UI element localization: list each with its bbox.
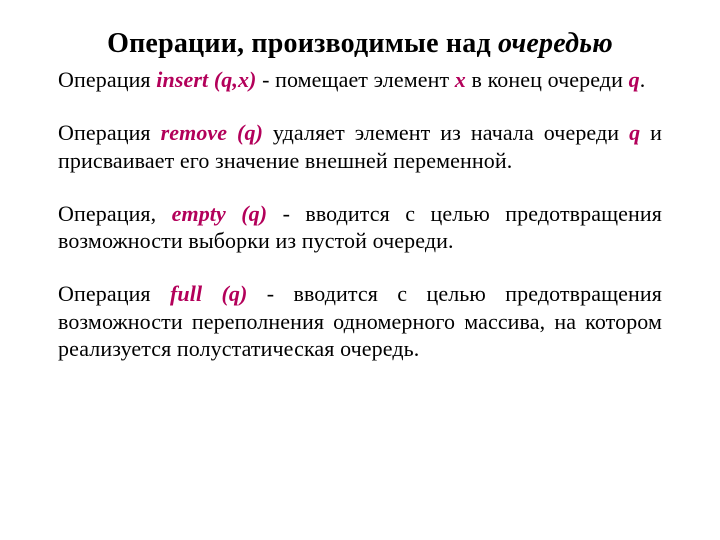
title-text: Операции, производимые над bbox=[107, 28, 498, 59]
text: Операция bbox=[58, 120, 161, 145]
text: Операция bbox=[58, 281, 170, 306]
slide: Операции, производимые над очередью Опер… bbox=[0, 0, 720, 540]
keyword-remove: remove (q) bbox=[161, 120, 263, 145]
paragraph-empty: Операция, empty (q) - вводится с целью п… bbox=[58, 200, 662, 255]
keyword-empty: empty (q) bbox=[172, 201, 268, 226]
text: - помещает элемент bbox=[256, 67, 454, 92]
var-q: q bbox=[629, 120, 640, 145]
text: Операция bbox=[58, 67, 156, 92]
var-q: q bbox=[629, 67, 640, 92]
keyword-full: full (q) bbox=[170, 281, 247, 306]
keyword-insert: insert (q,x) bbox=[156, 67, 256, 92]
paragraph-full: Операция full (q) - вводится с целью пре… bbox=[58, 280, 662, 362]
paragraph-insert: Операция insert (q,x) - помещает элемент… bbox=[58, 66, 662, 93]
paragraph-remove: Операция remove (q) удаляет элемент из н… bbox=[58, 119, 662, 174]
title-keyword: очередью bbox=[498, 28, 613, 59]
slide-title: Операции, производимые над очередью bbox=[58, 28, 662, 60]
text: Операция, bbox=[58, 201, 172, 226]
text: . bbox=[640, 67, 646, 92]
text: удаляет элемент из начала очереди bbox=[263, 120, 629, 145]
text: в конец очереди bbox=[466, 67, 629, 92]
var-x: x bbox=[455, 67, 466, 92]
